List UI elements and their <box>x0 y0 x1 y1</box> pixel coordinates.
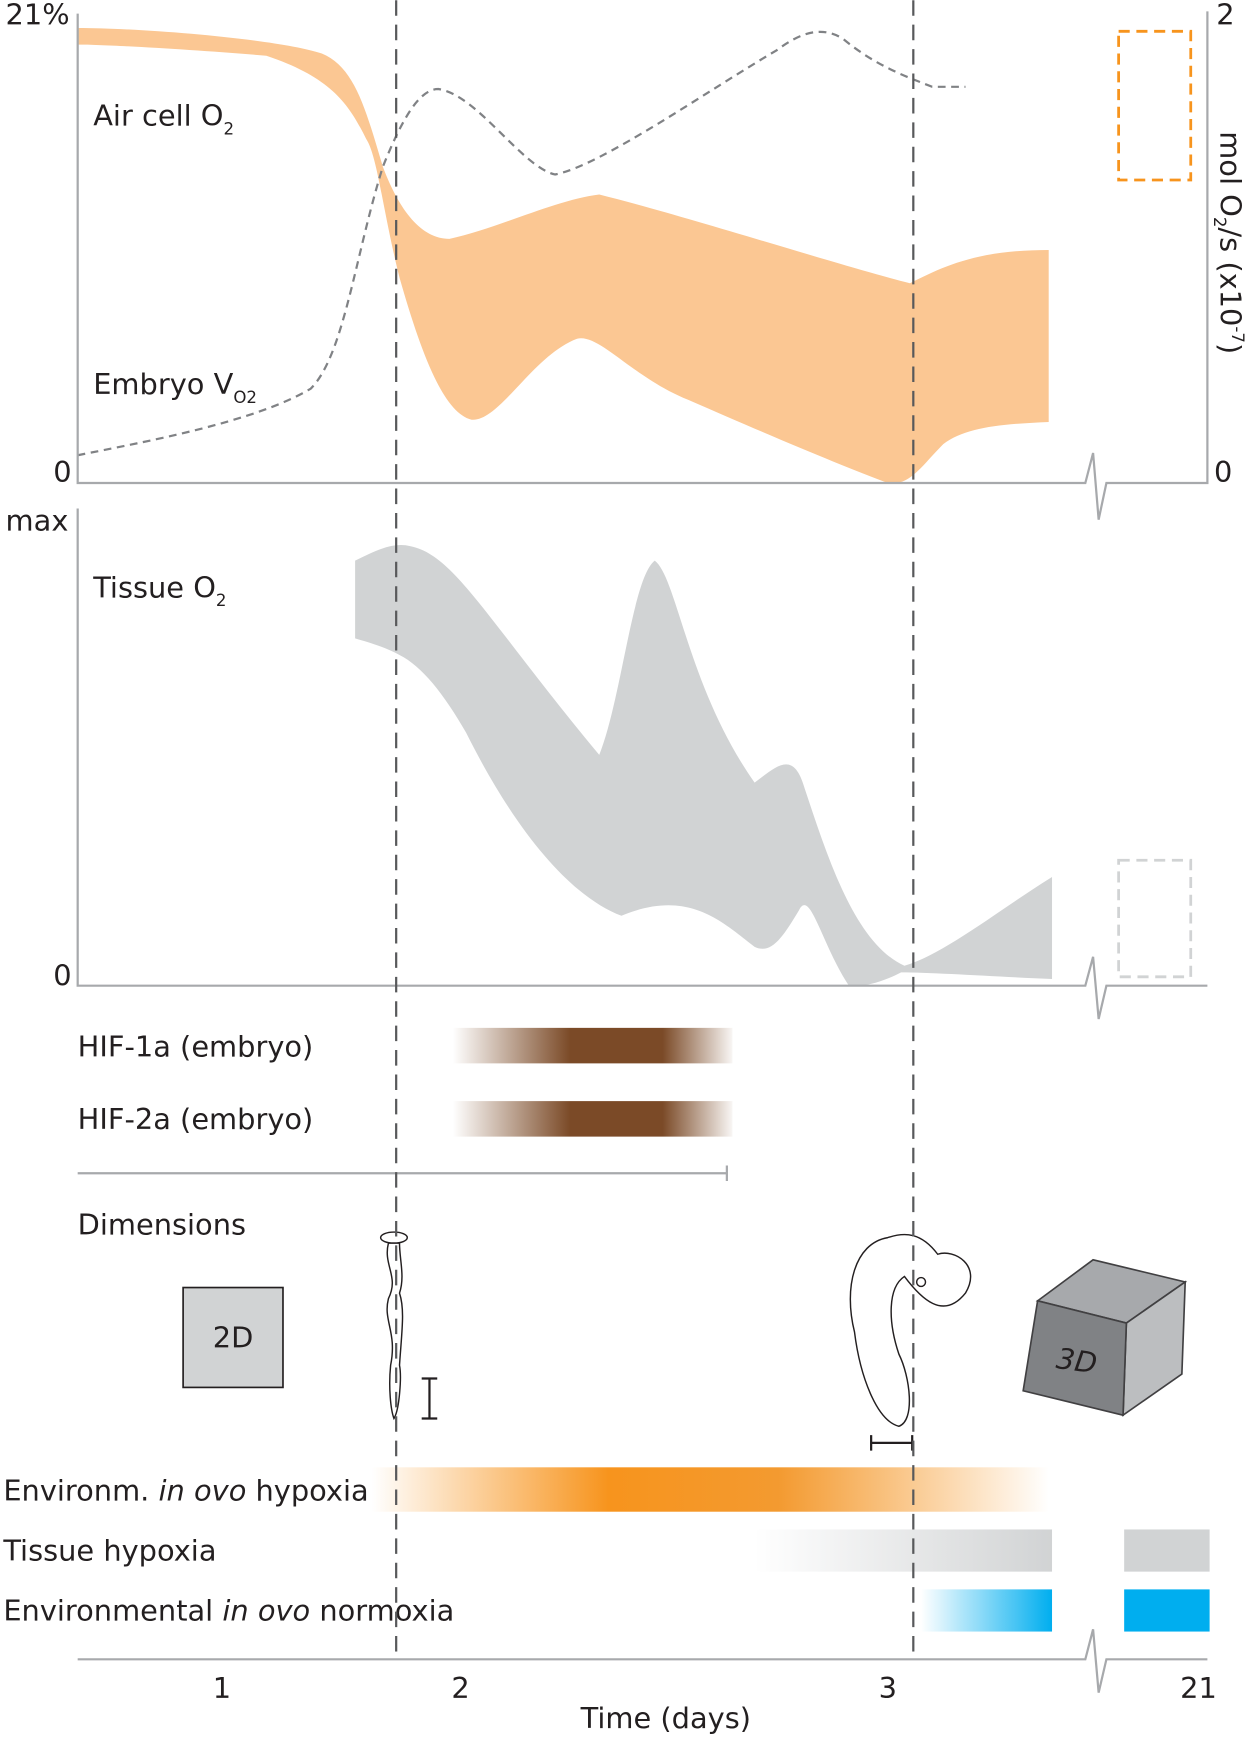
bar-label: Environm. in ovo hypoxia <box>3 1474 368 1508</box>
x-axis-label: Time (days) <box>580 1701 751 1735</box>
hif-bar <box>452 1101 733 1137</box>
vo2-line <box>77 30 966 457</box>
cube-3d <box>1022 1258 1188 1417</box>
embryo-early <box>379 1231 438 1421</box>
hif-label: HIF-1a (embryo) <box>78 1030 314 1064</box>
y-left-tick: 21% <box>6 0 70 32</box>
air-cell-label: Air cell O2 <box>93 99 234 139</box>
x-tick-label: 2 <box>451 1671 469 1705</box>
bar-label: Tissue hypoxia <box>2 1534 216 1568</box>
tissue-hypoxia-bar <box>754 1529 1053 1572</box>
normoxia-bar <box>1124 1589 1210 1632</box>
normoxia-bar <box>921 1589 1053 1632</box>
y-left-tick: 0 <box>53 455 71 489</box>
dimensions-title: Dimensions <box>78 1207 246 1241</box>
middle-axes <box>76 508 1208 1020</box>
embryo-late <box>849 1233 972 1451</box>
missing-data-box <box>1117 858 1193 979</box>
tissue-band <box>355 544 1053 987</box>
divider <box>77 1165 728 1182</box>
x-tick-label: 21 <box>1180 1671 1217 1705</box>
missing-data-box <box>1117 29 1193 182</box>
x-tick-label: 3 <box>879 1671 897 1705</box>
top-axes <box>76 11 1209 520</box>
tissue-hypoxia-bar <box>1124 1529 1210 1572</box>
hypoxia-bar <box>371 1467 1049 1512</box>
x-tick-label: 1 <box>213 1671 231 1705</box>
hif-bar <box>452 1027 733 1064</box>
box-3d-label: 3D <box>1054 1341 1099 1380</box>
box-2d-label: 2D <box>213 1320 254 1354</box>
y-right-label: mol O2/s (x10-7) <box>1210 131 1248 354</box>
box-2d <box>182 1286 284 1389</box>
y-right-tick: 0 <box>1214 455 1232 489</box>
air-cell-band <box>77 27 1049 484</box>
y-right-tick: 2 <box>1216 0 1234 32</box>
hif-label: HIF-2a (embryo) <box>78 1102 314 1136</box>
x-axis <box>77 1629 1208 1693</box>
embryo-label: Embryo VO2 <box>93 367 257 407</box>
bar-label: Environmental in ovo normoxia <box>3 1593 454 1627</box>
tissue-label: Tissue O2 <box>92 570 226 610</box>
y-tick: max <box>6 504 69 538</box>
y-tick: 0 <box>53 959 71 993</box>
